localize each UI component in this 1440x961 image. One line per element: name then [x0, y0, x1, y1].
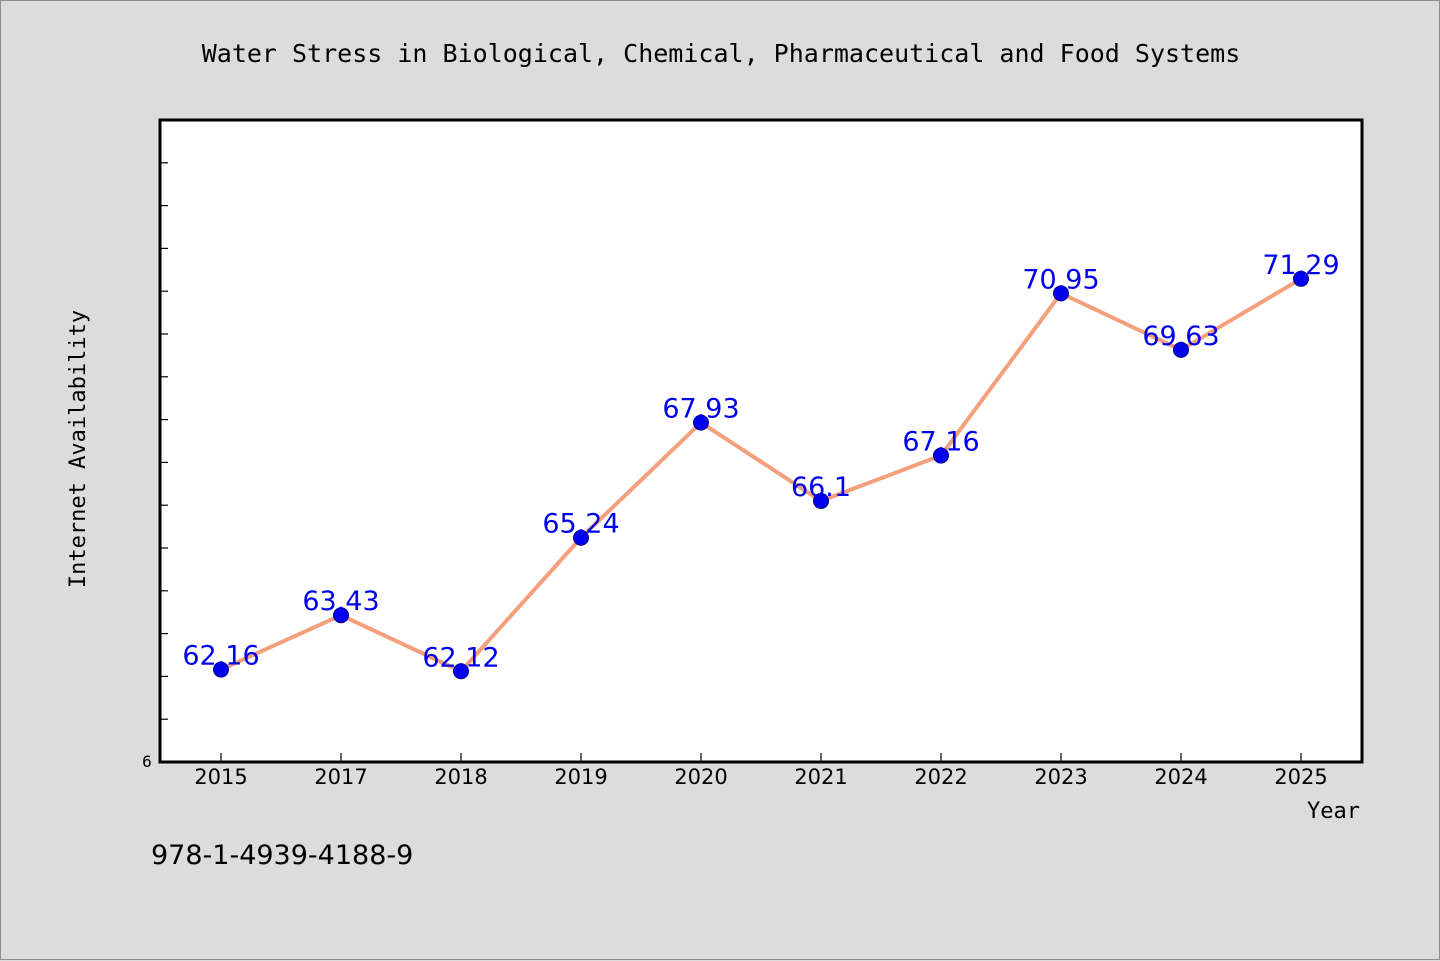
series-line [220, 277, 1303, 674]
footer-isbn: 978-1-4939-4188-9 [151, 840, 413, 871]
data-label: 65.24 [542, 509, 619, 540]
x-tick-label: 2023 [1034, 765, 1087, 789]
series-markers [213, 270, 1309, 680]
x-tick-label: 2022 [914, 765, 967, 789]
x-axis-ticks [220, 753, 1302, 762]
data-point [573, 529, 589, 546]
data-point [1173, 341, 1189, 358]
data-label: 67.93 [662, 394, 739, 425]
data-point [333, 607, 349, 624]
plot-area [158, 118, 1364, 764]
y-axis-ticks [160, 162, 168, 720]
x-tick-label: 2019 [554, 765, 607, 789]
data-labels: 62.16 63.43 62.12 65.24 67.93 66.1 67.16 70.95 6… [182, 250, 1339, 673]
x-tick-label: 2020 [674, 765, 727, 789]
x-tick-label: 2025 [1274, 765, 1327, 789]
y-axis-label: Internet Availability [66, 310, 91, 588]
data-point [933, 447, 949, 464]
y-axis-min-label: 6 [142, 752, 152, 771]
data-label: 71.29 [1262, 250, 1339, 281]
data-label: 66.1 [791, 472, 851, 503]
x-tick-labels: 2015 2017 2018 2019 2020 2021 2022 2023 2024 2025 [194, 765, 1327, 789]
x-tick-label: 2017 [314, 765, 367, 789]
data-point [1293, 270, 1309, 287]
data-label: 69.63 [1142, 321, 1219, 352]
data-point [813, 492, 829, 509]
x-tick-label: 2018 [434, 765, 487, 789]
x-tick-label: 2021 [794, 765, 847, 789]
x-axis-label: Year [1307, 799, 1360, 824]
data-point [693, 414, 709, 431]
data-label: 63.43 [302, 586, 379, 617]
x-tick-label: 2015 [194, 765, 247, 789]
x-tick-label: 2024 [1154, 765, 1207, 789]
data-label: 62.12 [422, 642, 499, 673]
data-point [213, 661, 229, 678]
data-point [1053, 285, 1069, 302]
data-label: 62.16 [182, 641, 259, 672]
chart-title: Water Stress in Biological, Chemical, Ph… [202, 39, 1241, 68]
data-label: 70.95 [1022, 264, 1099, 295]
data-point [453, 663, 469, 680]
data-label: 67.16 [902, 427, 979, 458]
